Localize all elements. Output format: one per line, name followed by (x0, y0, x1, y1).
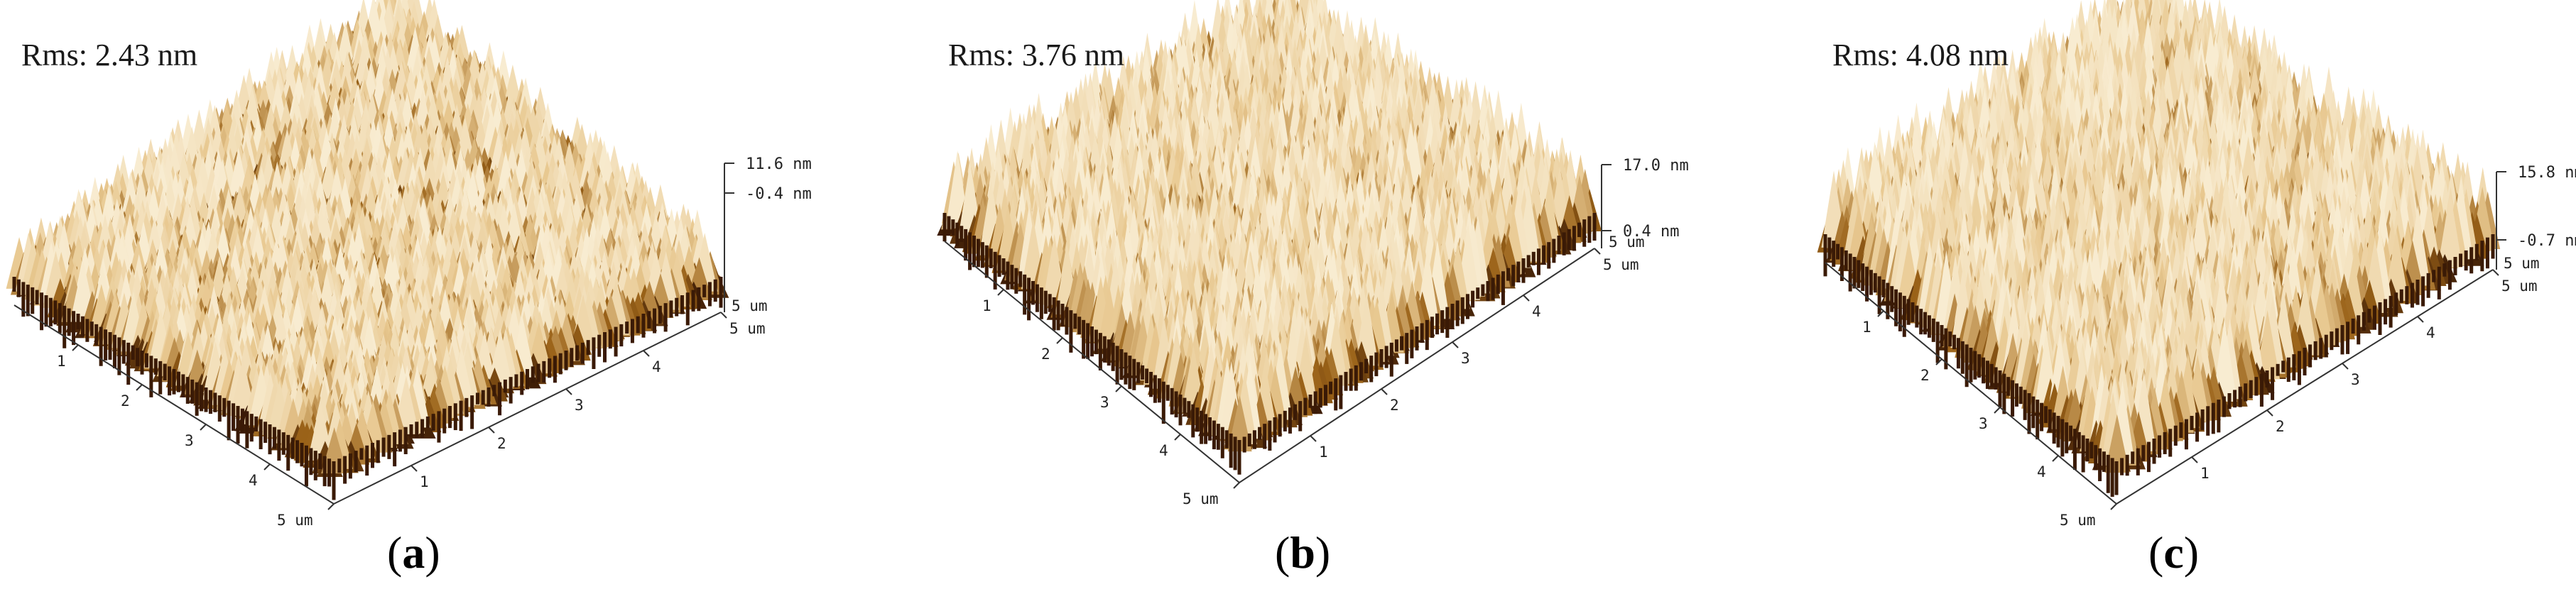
afm-panel-a: 11.6 nm -0.4 nm 5 um 1 2 3 4 5 um 1 2 3 4 5 um Rms: … (0, 0, 859, 594)
surface-a (6, 0, 729, 500)
